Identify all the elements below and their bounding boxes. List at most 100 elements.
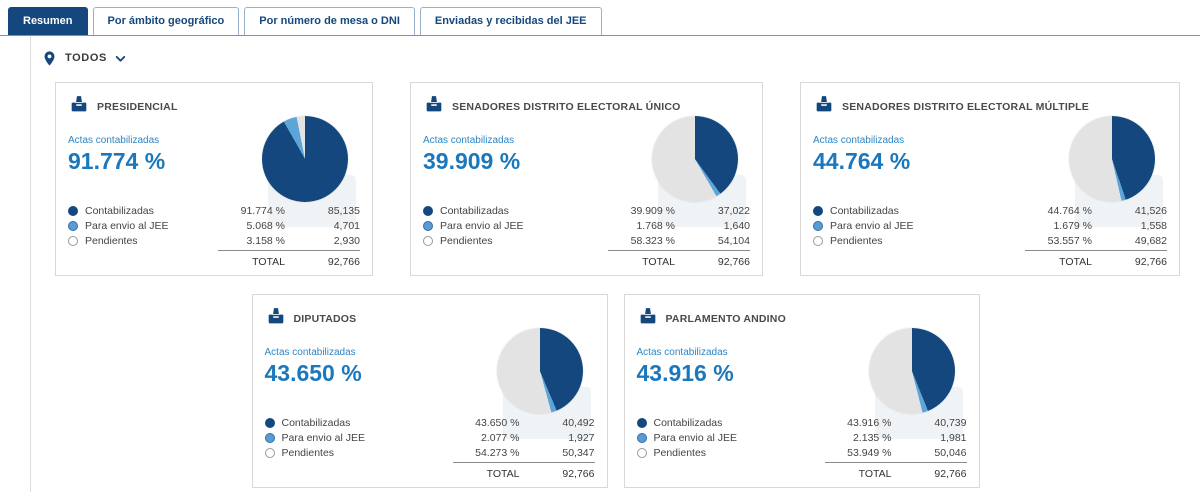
actas-contabilizadas-label: Actas contabilizadas [264, 347, 356, 358]
election-card-title: PRESIDENCIAL [97, 100, 178, 113]
legend-percent: 5.068 % [246, 219, 285, 232]
pie-chart [496, 328, 583, 414]
circle-dot-icon [264, 417, 275, 428]
legend-percent: 2.135 % [852, 431, 892, 444]
ballot-box-icon [423, 93, 445, 120]
total-label: TOTAL [486, 468, 520, 480]
legend-row: Para envio al JEE 2.135 % 1,981 [636, 430, 967, 445]
actas-percentage: 44.764 % [813, 148, 911, 174]
legend-label: Contabilizadas [830, 204, 899, 217]
actas-percentage: 91.774 % [68, 148, 166, 174]
pie-chart [868, 328, 955, 414]
legend-percent: 44.764 % [1047, 204, 1092, 217]
actas-percentage: 39.909 % [423, 148, 521, 174]
content-panel: TODOS PRESIDENCIAL Actas contabilizadas … [30, 36, 1200, 492]
legend-percent: 53.949 % [847, 446, 892, 459]
actas-contabilizadas-label: Actas contabilizadas [68, 135, 160, 146]
actas-contabilizadas-label: Actas contabilizadas [813, 135, 905, 146]
tab-bar: Resumen Por ámbito geográfico Por número d… [0, 0, 1200, 36]
circle-dot-icon [68, 235, 78, 246]
legend-row: Contabilizadas 91.774 % 85,135 [68, 203, 360, 218]
legend: Contabilizadas 44.764 % 41,526 Para envio a… [813, 203, 1167, 248]
legend-percent: 1.768 % [636, 219, 675, 232]
legend-row: Pendientes 3.158 % 2,930 [68, 233, 360, 248]
total-value: 92,766 [1134, 256, 1167, 268]
legend-label: Pendientes [85, 234, 138, 247]
location-filter[interactable]: TODOS [31, 46, 151, 70]
tab-0[interactable]: Resumen [8, 7, 88, 35]
circle-dot-icon [636, 417, 647, 428]
total-separator [1025, 250, 1167, 251]
total-label: TOTAL [858, 468, 892, 480]
legend-label: Pendientes [440, 234, 493, 247]
legend-label: Contabilizadas [440, 204, 509, 217]
election-card-2: SENADORES DISTRITO ELECTORAL MÚLTIPLE Ac… [800, 82, 1180, 276]
legend-count: 37,022 [717, 204, 750, 217]
tab-2[interactable]: Por número de mesa o DNI [244, 7, 415, 35]
actas-contabilizadas-label: Actas contabilizadas [636, 347, 728, 358]
legend: Contabilizadas 43.916 % 40,739 Para envio a… [636, 415, 967, 460]
legend-row: Pendientes 58.323 % 54,104 [423, 233, 750, 248]
election-card-title: SENADORES DISTRITO ELECTORAL MÚLTIPLE [842, 100, 1089, 113]
legend-percent: 1.679 % [1053, 219, 1092, 232]
legend-row: Contabilizadas 39.909 % 37,022 [423, 203, 750, 218]
total-row: TOTAL 92,766 [615, 256, 750, 268]
legend-count: 1,927 [568, 431, 595, 444]
legend-row: Pendientes 53.557 % 49,682 [813, 233, 1167, 248]
legend-row: Para envio al JEE 2.077 % 1,927 [264, 430, 595, 445]
circle-dot-icon [813, 220, 823, 231]
ballot-box-icon [813, 93, 835, 120]
legend-percent: 58.323 % [630, 234, 675, 247]
legend-count: 54,104 [717, 234, 750, 247]
total-separator [452, 462, 595, 463]
election-card-0: PRESIDENCIAL Actas contabilizadas 91.774… [55, 82, 373, 276]
legend-row: Para envio al JEE 1.679 % 1,558 [813, 218, 1167, 233]
total-value: 92,766 [327, 256, 360, 268]
legend-row: Pendientes 53.949 % 50,046 [636, 445, 967, 460]
legend-count: 41,526 [1134, 204, 1167, 217]
legend: Contabilizadas 91.774 % 85,135 Para envio a… [68, 203, 360, 248]
circle-dot-icon [813, 235, 823, 246]
card-header: SENADORES DISTRITO ELECTORAL ÚNICO [423, 93, 750, 120]
legend-percent: 53.557 % [1047, 234, 1092, 247]
pie-chart [1069, 116, 1155, 202]
cards-row-2: DIPUTADOS Actas contabilizadas 43.650 % … [31, 294, 1200, 488]
total-row: TOTAL 92,766 [460, 468, 595, 480]
tab-1[interactable]: Por ámbito geográfico [92, 7, 240, 35]
ballot-box-icon [68, 93, 90, 120]
legend-count: 1,981 [940, 431, 967, 444]
legend-count: 4,701 [333, 219, 360, 232]
legend-count: 2,930 [333, 234, 360, 247]
election-card-title: PARLAMENTO ANDINO [665, 312, 786, 325]
election-card-3: DIPUTADOS Actas contabilizadas 43.650 % … [251, 294, 608, 488]
legend: Contabilizadas 39.909 % 37,022 Para envio a… [423, 203, 750, 248]
legend-percent: 3.158 % [246, 234, 285, 247]
circle-dot-icon [423, 220, 433, 231]
total-value: 92,766 [717, 256, 750, 268]
total-label: TOTAL [252, 256, 285, 268]
circle-dot-icon [68, 220, 78, 231]
chevron-down-icon [114, 52, 127, 65]
total-label: TOTAL [642, 256, 675, 268]
cards-row-1: PRESIDENCIAL Actas contabilizadas 91.774… [31, 82, 1200, 276]
circle-dot-icon [264, 432, 275, 443]
tab-3[interactable]: Enviadas y recibidas del JEE [419, 7, 602, 35]
legend-label: Para envio al JEE [281, 431, 365, 444]
card-header: DIPUTADOS [265, 305, 595, 332]
legend-count: 1,558 [1140, 219, 1167, 232]
legend-label: Pendientes [281, 446, 335, 459]
legend-count: 50,046 [934, 446, 967, 459]
legend-row: Para envio al JEE 5.068 % 4,701 [68, 218, 360, 233]
pie-chart [652, 116, 738, 202]
legend-count: 1,640 [723, 219, 750, 232]
legend-count: 40,492 [562, 416, 595, 429]
legend-count: 40,739 [934, 416, 967, 429]
election-card-4: PARLAMENTO ANDINO Actas contabilizadas 4… [623, 294, 980, 488]
legend-count: 85,135 [327, 204, 360, 217]
legend-label: Pendientes [830, 234, 883, 247]
circle-dot-icon [423, 235, 433, 246]
total-value: 92,766 [562, 468, 595, 480]
total-separator [608, 250, 750, 251]
legend-row: Para envio al JEE 1.768 % 1,640 [423, 218, 750, 233]
pie-chart [262, 116, 348, 202]
